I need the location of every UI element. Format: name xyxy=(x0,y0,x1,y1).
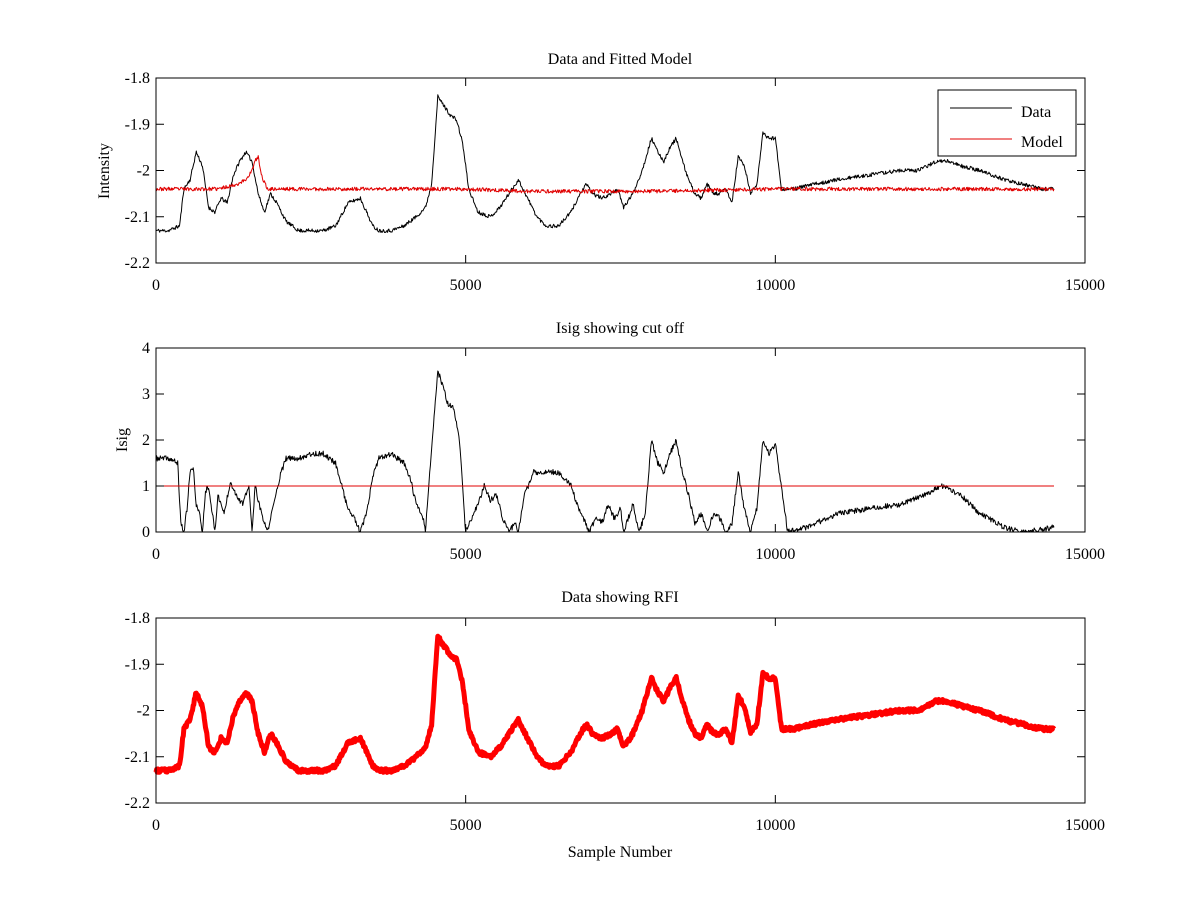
panel3-title: Data showing RFI xyxy=(561,589,678,606)
panel-rfi: Data showing RFI 0 5000 10000 15000 -2.2 -2.1… xyxy=(125,589,1105,861)
legend-model-label: Model xyxy=(1021,134,1063,151)
x-axis-label: Sample Number xyxy=(568,844,673,861)
x-tick-label: 0 xyxy=(152,277,160,294)
y-tick-label: -2 xyxy=(137,703,150,720)
panel1-series xyxy=(155,94,1055,233)
legend-box xyxy=(937,89,1077,157)
x-tick-label: 15000 xyxy=(1065,817,1105,834)
panel1-title: Data and Fitted Model xyxy=(548,51,693,68)
panel3-ticks: 0 5000 10000 15000 -2.2 -2.1 -2 -1.9 -1.8 xyxy=(125,610,1105,834)
y-tick-label: 4 xyxy=(142,340,150,357)
panel3-series xyxy=(153,633,1057,775)
legend-data-label: Data xyxy=(1021,104,1051,121)
series-line-data xyxy=(155,94,1055,233)
y-tick-label: 3 xyxy=(142,386,150,403)
panel2-ylabel: Isig xyxy=(114,428,131,452)
series-line-p3-0 xyxy=(153,633,1057,775)
x-tick-label: 0 xyxy=(152,817,160,834)
panel1-ticks: 0 5000 10000 15000 -2.2 -2.1 -2 -1.9 -1.8 xyxy=(125,70,1105,294)
panel1-ylabel: Intensity xyxy=(96,143,113,199)
y-tick-label: -2.1 xyxy=(125,749,150,766)
y-tick-label: -1.9 xyxy=(125,116,150,133)
x-tick-label: 15000 xyxy=(1065,277,1105,294)
x-tick-label: 15000 xyxy=(1065,546,1105,563)
y-tick-label: 1 xyxy=(142,478,150,495)
panel2-axes-box xyxy=(155,347,1086,533)
y-tick-label: 2 xyxy=(142,432,150,449)
y-tick-label: -1.8 xyxy=(125,610,150,627)
series-line-model xyxy=(155,155,1055,194)
x-tick-label: 5000 xyxy=(450,546,482,563)
panel-isig: Isig showing cut off Isig 0 5000 10000 1500… xyxy=(114,320,1105,563)
panel-data-and-model: Data and Fitted Model Intensity 0 5000 100… xyxy=(96,51,1105,294)
x-tick-label: 0 xyxy=(152,546,160,563)
x-tick-label: 5000 xyxy=(450,817,482,834)
series-line-p2-0 xyxy=(155,370,1055,533)
panel2-series xyxy=(155,370,1055,533)
y-tick-label: 0 xyxy=(142,524,150,541)
x-tick-label: 5000 xyxy=(450,277,482,294)
panel2-ticks: 0 5000 10000 15000 0 1 2 3 4 xyxy=(142,340,1105,563)
y-tick-label: -2.1 xyxy=(125,209,150,226)
y-tick-label: -2.2 xyxy=(125,795,150,812)
y-tick-label: -2.2 xyxy=(125,255,150,272)
y-tick-label: -1.8 xyxy=(125,70,150,87)
y-tick-label: -2 xyxy=(137,163,150,180)
y-tick-label: -1.9 xyxy=(125,656,150,673)
panel3-axes-box xyxy=(155,617,1086,804)
x-tick-label: 10000 xyxy=(755,277,795,294)
panel2-title: Isig showing cut off xyxy=(556,320,685,337)
x-tick-label: 10000 xyxy=(755,817,795,834)
x-tick-label: 10000 xyxy=(755,546,795,563)
panel1-legend: Data Model xyxy=(937,89,1077,157)
